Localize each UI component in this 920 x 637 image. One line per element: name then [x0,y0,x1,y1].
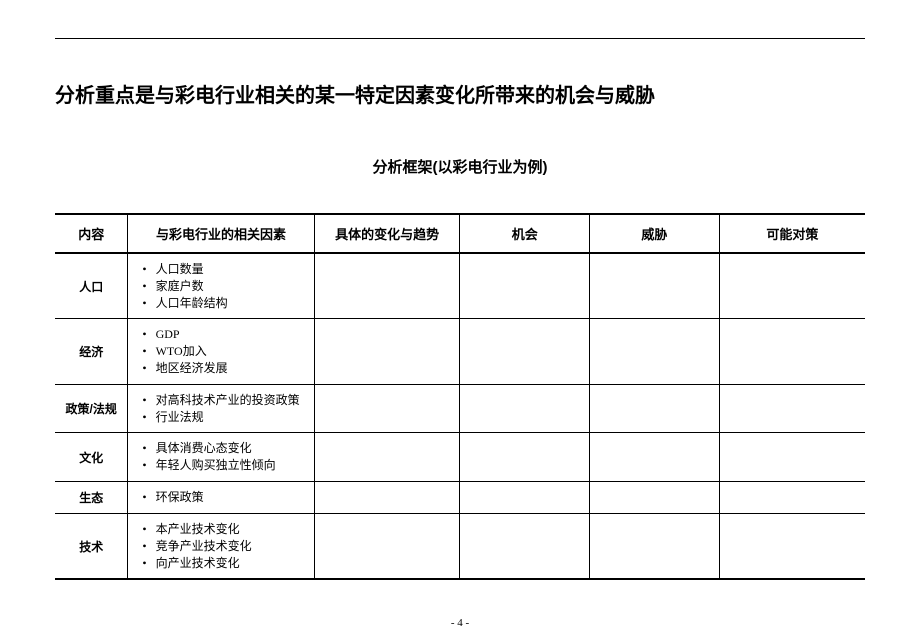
empty-cell [314,513,460,579]
factors-cell: 对高科技术产业的投资政策行业法规 [128,384,314,433]
factor-item: 家庭户数 [142,278,305,295]
page-subtitle: 分析框架(以彩电行业为例) [55,156,865,177]
col-countermeasure-header: 可能对策 [719,214,865,253]
empty-cell [314,319,460,384]
empty-cell [590,433,720,482]
col-content-header: 内容 [55,214,128,253]
factor-item: 环保政策 [142,489,305,506]
empty-cell [719,384,865,433]
factors-cell: 环保政策 [128,481,314,513]
table-row: 人口人口数量家庭户数人口年龄结构 [55,253,865,319]
factor-item: 行业法规 [142,409,305,426]
empty-cell [314,384,460,433]
empty-cell [314,481,460,513]
empty-cell [590,319,720,384]
row-label: 文化 [55,433,128,482]
empty-cell [314,253,460,319]
factors-cell: 本产业技术变化竞争产业技术变化向产业技术变化 [128,513,314,579]
col-factors-header: 与彩电行业的相关因素 [128,214,314,253]
factor-item: 人口年龄结构 [142,295,305,312]
row-label: 生态 [55,481,128,513]
empty-cell [314,433,460,482]
factor-item: 向产业技术变化 [142,555,305,572]
page-title: 分析重点是与彩电行业相关的某一特定因素变化所带来的机会与威胁 [55,79,865,108]
factor-item: 对高科技术产业的投资政策 [142,392,305,409]
factor-item: 具体消费心态变化 [142,440,305,457]
row-label: 政策/法规 [55,384,128,433]
table-row: 文化具体消费心态变化年轻人购买独立性倾向 [55,433,865,482]
table-row: 经济GDPWTO加入地区经济发展 [55,319,865,384]
col-opportunity-header: 机会 [460,214,590,253]
factors-cell: 具体消费心态变化年轻人购买独立性倾向 [128,433,314,482]
empty-cell [719,513,865,579]
factor-item: 竞争产业技术变化 [142,538,305,555]
empty-cell [719,253,865,319]
factors-cell: GDPWTO加入地区经济发展 [128,319,314,384]
table-row: 生态环保政策 [55,481,865,513]
empty-cell [719,433,865,482]
empty-cell [460,319,590,384]
page-number: - 4 - [0,617,920,629]
factor-item: 年轻人购买独立性倾向 [142,457,305,474]
factor-item: GDP [142,326,305,343]
empty-cell [590,481,720,513]
row-label: 人口 [55,253,128,319]
empty-cell [460,513,590,579]
empty-cell [460,253,590,319]
factors-cell: 人口数量家庭户数人口年龄结构 [128,253,314,319]
row-label: 技术 [55,513,128,579]
empty-cell [719,319,865,384]
row-label: 经济 [55,319,128,384]
empty-cell [719,481,865,513]
empty-cell [460,384,590,433]
factor-item: WTO加入 [142,343,305,360]
empty-cell [460,433,590,482]
table-body: 人口人口数量家庭户数人口年龄结构经济GDPWTO加入地区经济发展政策/法规对高科… [55,253,865,579]
empty-cell [590,384,720,433]
empty-cell [590,253,720,319]
empty-cell [590,513,720,579]
top-rule [55,38,865,39]
factor-item: 地区经济发展 [142,360,305,377]
table-row: 技术本产业技术变化竞争产业技术变化向产业技术变化 [55,513,865,579]
col-change-header: 具体的变化与趋势 [314,214,460,253]
table-row: 政策/法规对高科技术产业的投资政策行业法规 [55,384,865,433]
col-threat-header: 威胁 [590,214,720,253]
analysis-framework-table: 内容 与彩电行业的相关因素 具体的变化与趋势 机会 威胁 可能对策 人口人口数量… [55,213,865,580]
factor-item: 人口数量 [142,261,305,278]
table-header-row: 内容 与彩电行业的相关因素 具体的变化与趋势 机会 威胁 可能对策 [55,214,865,253]
factor-item: 本产业技术变化 [142,521,305,538]
empty-cell [460,481,590,513]
